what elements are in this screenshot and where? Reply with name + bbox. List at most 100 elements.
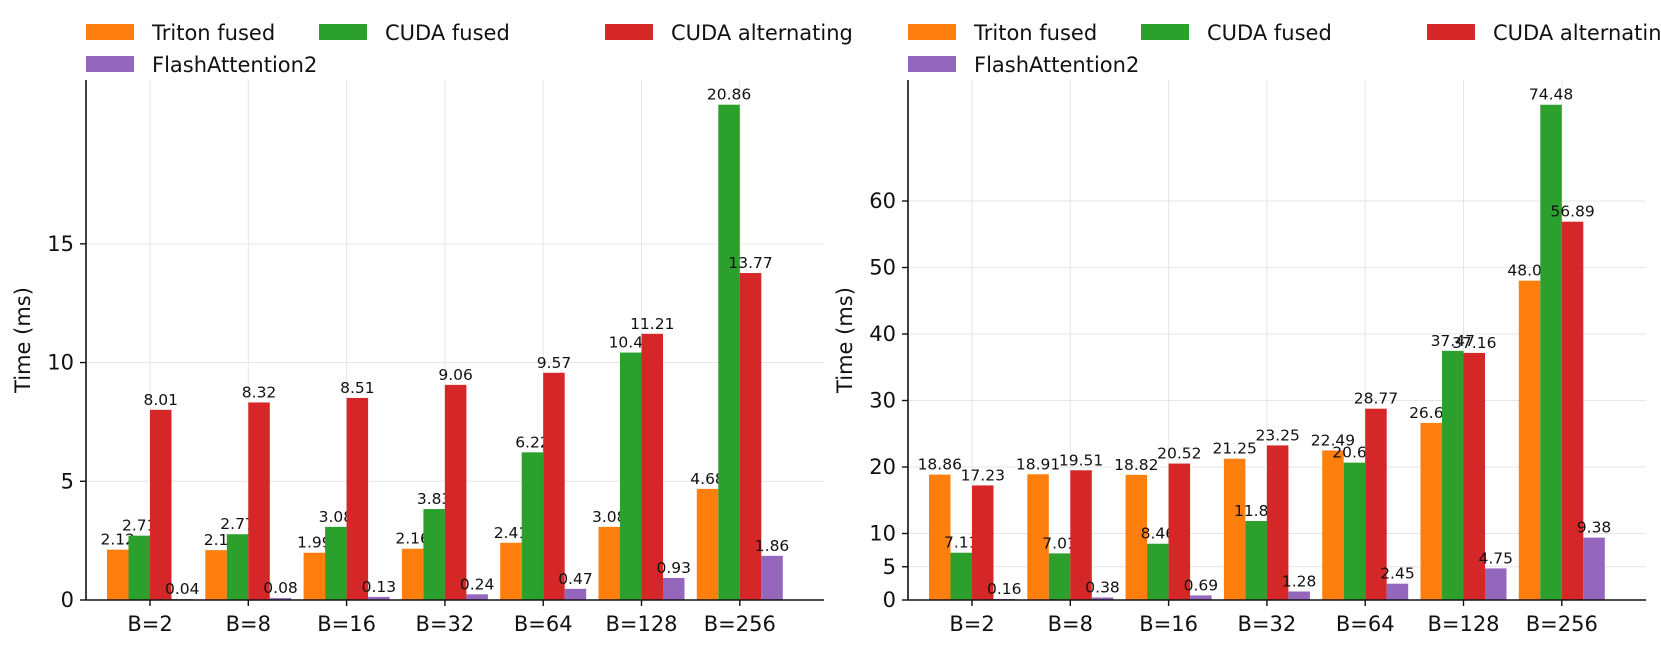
bar [346,397,369,600]
x-tick-label: B=32 [1238,612,1297,636]
bar [1386,583,1409,600]
bar [1070,470,1092,600]
data-label: 8.51 [340,379,375,397]
data-label: 0.47 [558,570,593,588]
data-label: 9.06 [438,366,473,384]
data-label: 0.24 [460,575,495,593]
legend: Triton fused CUDA fused CUDA alternating Fl… [908,21,1661,77]
data-label: 9.57 [537,354,572,372]
data-label: 0.93 [656,559,691,577]
legend-swatch [908,24,956,40]
bar [444,384,467,600]
data-label: 4.75 [1478,549,1513,567]
data-label: 1.99 [297,534,332,552]
data-label: 37.47 [1431,332,1475,350]
bar [1027,474,1049,600]
data-label: 8.46 [1141,525,1176,543]
bar [500,542,522,600]
bar [107,549,129,600]
data-label: 2.45 [1380,565,1415,583]
bar [972,485,994,600]
data-label: 2.77 [220,515,255,533]
bar [564,588,587,600]
data-label: 74.48 [1529,86,1573,104]
data-label: 20.86 [707,86,751,104]
bar [696,488,719,600]
series-flashattention2: 0.04 0.08 0.13 0.24 0.47 0.93 1.86 [165,537,789,600]
series-flashattention2: 0.16 0.38 0.69 1.28 2.45 4.75 9.38 [987,519,1611,600]
x-tick-label: B=8 [226,612,271,636]
legend-item: CUDA alternating [1427,21,1661,45]
x-tick-label: B=8 [1048,612,1093,636]
legend-item: Triton fused [908,21,1097,45]
data-label: 1.28 [1282,572,1317,590]
data-label: 2.71 [122,517,157,535]
y-axis-label: Time (ms) [11,287,35,394]
legend-item: FlashAttention2 [908,53,1139,77]
bar [543,372,565,600]
bar [718,104,740,600]
legend-swatch [908,56,956,72]
y-tick-label: 40 [869,322,896,346]
data-label: 11.21 [630,315,674,333]
data-label: 56.89 [1550,203,1594,221]
x-tick-label: B=128 [605,612,677,636]
data-label: 23.25 [1255,426,1299,444]
legend-item: CUDA fused [319,21,510,45]
bar [1147,543,1169,600]
bar [739,273,762,600]
legend-item: CUDA fused [1141,21,1332,45]
data-label: 18.86 [918,456,962,474]
legend-label: FlashAttention2 [152,53,317,77]
y-tick-label: 50 [869,256,896,280]
bar [128,535,150,600]
data-label: 0.69 [1184,576,1219,594]
bar [401,548,424,600]
x-tick-label: B=256 [1526,612,1598,636]
bar [1245,521,1267,600]
y-tick-label: 15 [47,232,74,256]
data-label: 0.38 [1085,578,1120,596]
x-tick-label: B=2 [127,612,172,636]
bar [1518,280,1541,600]
data-label: 1.86 [755,537,790,555]
series-cuda-alternating: 17.23 19.51 20.52 23.25 28.77 37.16 56.89 [961,203,1595,601]
bar [226,534,249,600]
bar [1420,422,1442,600]
legend-label: FlashAttention2 [974,53,1139,77]
bar [1322,450,1344,600]
data-label: 7.01 [1042,534,1077,552]
data-label: 0.08 [263,579,298,597]
bar [1168,463,1191,600]
x-tick-label: B=32 [416,612,475,636]
legend-swatch [1427,24,1475,40]
data-label: 8.01 [143,391,178,409]
bar [269,598,292,600]
series-cuda-alternating: 8.01 8.32 8.51 9.06 9.57 11.21 13.77 [143,254,773,600]
bar [1561,221,1584,601]
data-label: 7.11 [944,534,979,552]
data-label: 22.49 [1311,431,1355,449]
data-label: 19.51 [1059,451,1103,469]
data-label: 3.08 [592,508,627,526]
x-tick-label: B=64 [514,612,573,636]
legend-label: CUDA alternating [1493,21,1661,45]
bar [1190,595,1212,600]
data-label: 21.25 [1212,440,1256,458]
data-label: 18.82 [1114,456,1158,474]
bar [303,552,326,600]
bar [1343,462,1366,600]
bar [620,352,642,600]
legend-label: Triton fused [151,21,275,45]
legend-label: CUDA fused [385,21,510,45]
bar [1091,597,1114,600]
legend-swatch [86,56,134,72]
bar [1540,104,1562,600]
data-label: 13.77 [728,254,772,272]
data-label: 0.13 [362,578,397,596]
data-label: 17.23 [961,466,1005,484]
bar [1288,591,1310,600]
